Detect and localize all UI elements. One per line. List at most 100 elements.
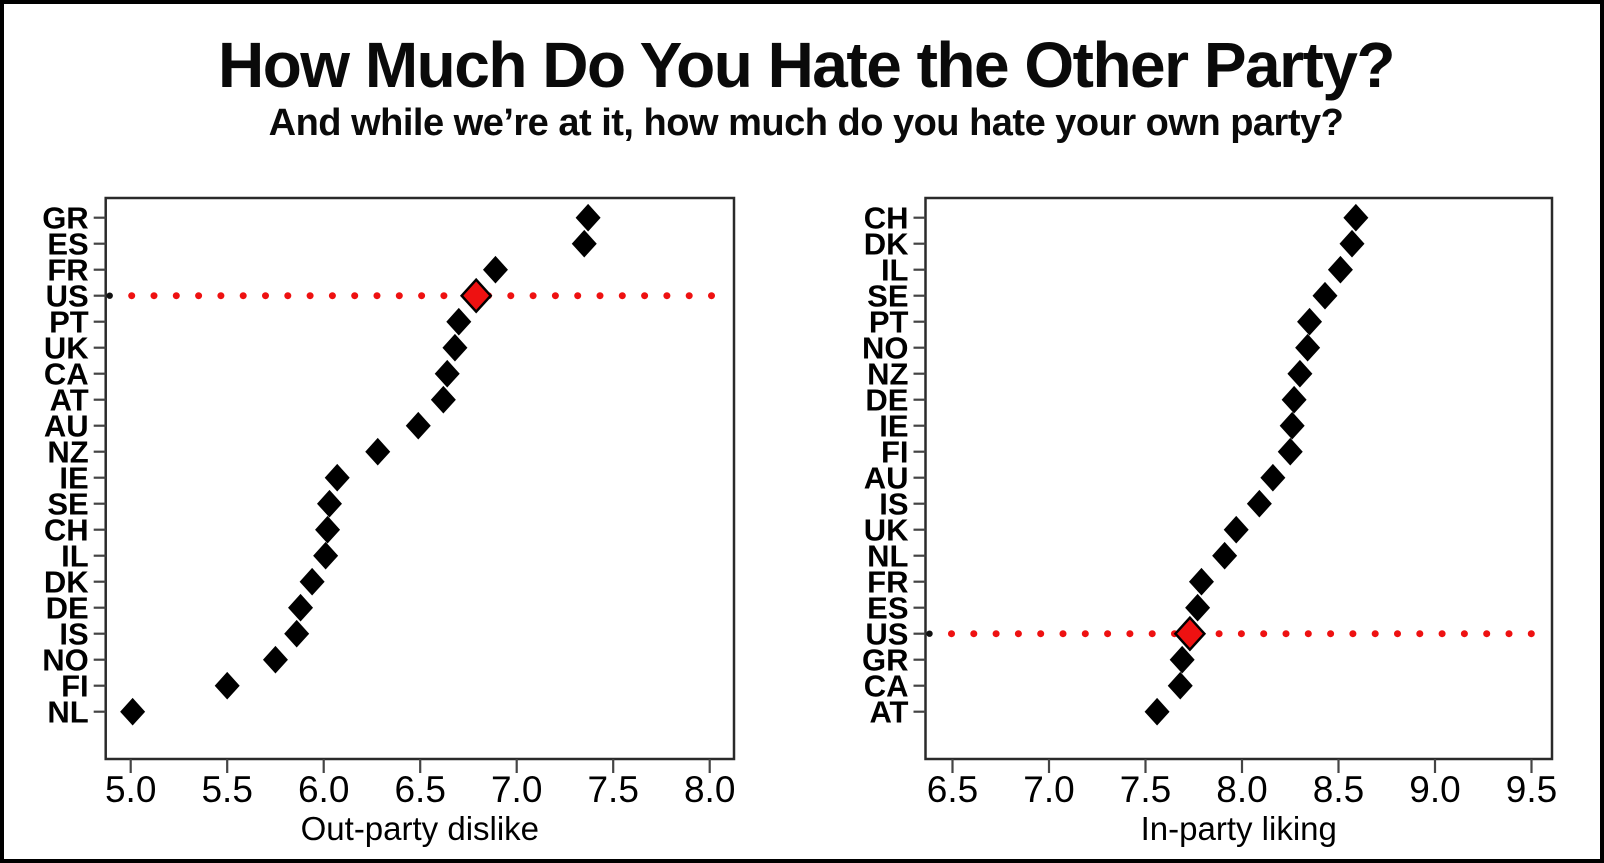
figure-subtitle: And while we’re at it, how much do you h… [269,102,1344,144]
leader-dot [574,292,582,300]
data-point-SE [1312,281,1338,310]
data-point-UK [442,333,468,362]
data-point-FI [214,671,240,700]
country-label-AT: AT [50,383,89,418]
leader-dot [284,292,292,300]
leader-dot [239,292,247,300]
country-label-US: US [865,617,908,652]
x-tick-label-6.5: 6.5 [927,769,978,810]
plot-box [104,196,736,761]
data-point-CA [434,359,460,388]
leader-dot [1104,630,1112,638]
leader-dot [262,292,269,300]
us-highlight-line [106,292,715,300]
leader-dot [1014,630,1022,638]
data-point-DE [1281,385,1307,414]
country-label-GR: GR [42,201,89,236]
country-label-US: US [46,279,89,314]
data-point-AU [1260,463,1286,492]
leader-dot [663,292,671,300]
country-label-PT: PT [49,305,89,340]
leader-dot [1483,630,1491,638]
data-point-AU [405,411,431,440]
country-label-UK: UK [864,513,909,548]
leader-dot [373,292,381,300]
data-point-GR [1169,645,1195,674]
leader-dot [1304,630,1312,638]
dot-plot-panels: 5.0 5.5 6.0 6.5 7.0 7.5 8.0 Out-party dislike GR… [42,196,1557,847]
leader-dot [172,292,180,300]
data-point-IL [313,541,339,570]
x-tick-label-5.0: 5.0 [105,769,156,810]
leader-dot [306,292,314,300]
data-point-DE [288,593,314,622]
country-label-SE: SE [47,487,88,522]
data-point-CH [315,515,341,544]
country-label-IE: IE [59,461,88,496]
data-point-US-highlight [1173,615,1207,652]
country-label-NZ: NZ [867,357,908,392]
country-label-FR: FR [867,565,908,600]
country-label-FI: FI [61,669,89,704]
leader-dot [948,630,955,638]
data-point-IS [284,619,310,648]
x-tick-label-7.5: 7.5 [1120,769,1171,810]
country-label-NL: NL [867,539,908,574]
leader-dot [1282,630,1290,638]
leader-dot [1081,630,1089,638]
leader-dot [1237,630,1245,638]
chart-canvas: How Much Do You Hate the Other Party? An… [42,29,1557,847]
country-label-DK: DK [44,565,89,600]
country-label-AT: AT [869,695,908,730]
leader-dot [1260,630,1268,638]
country-label-AU: AU [44,409,89,444]
leader-dot [1215,630,1223,638]
data-point-FR [1188,567,1214,596]
leader-dot [1059,630,1067,638]
country-label-CA: CA [44,357,89,392]
leader-dot [1126,630,1134,638]
x-tick-label-6.0: 6.0 [298,769,349,810]
data-point-DK [299,567,325,596]
x-tick-label-7.0: 7.0 [1023,769,1074,810]
country-label-CH: CH [864,201,909,236]
leader-dot [418,292,426,300]
country-label-FR: FR [47,253,88,288]
leader-dot [1349,630,1357,638]
country-label-DE: DE [865,383,908,418]
leader-dot [970,630,978,638]
country-label-NZ: NZ [47,435,88,470]
country-label-FI: FI [881,435,909,470]
leader-dot [641,292,649,300]
data-point-NL [1212,541,1238,570]
leader-dot [507,292,515,300]
country-label-PT: PT [869,305,909,340]
country-label-DE: DE [46,591,89,626]
leader-dot [1460,630,1468,638]
leader-dot [217,292,225,300]
leader-dot [1148,630,1156,638]
data-point-CA [1167,671,1193,700]
country-label-DK: DK [864,227,909,262]
country-label-GR: GR [862,643,909,678]
country-label-CA: CA [864,669,909,704]
us-highlight-line [926,630,1535,638]
data-point-FR [482,255,508,284]
data-point-IE [324,463,350,492]
country-label-NO: NO [42,643,89,678]
leader-dot [1327,630,1335,638]
leader-dot [529,292,537,300]
country-label-ES: ES [867,591,908,626]
figure-title: How Much Do You Hate the Other Party? [218,29,1394,101]
data-point-NZ [1287,359,1313,388]
leader-dot [1037,630,1045,638]
line-start-dot [926,630,933,637]
data-point-IE [1279,411,1305,440]
country-label-AU: AU [864,461,909,496]
x-tick-label-9.5: 9.5 [1506,769,1557,810]
leader-dot [618,292,626,300]
leader-dot [150,292,158,300]
country-label-SE: SE [867,279,908,314]
data-point-GR [575,203,601,232]
